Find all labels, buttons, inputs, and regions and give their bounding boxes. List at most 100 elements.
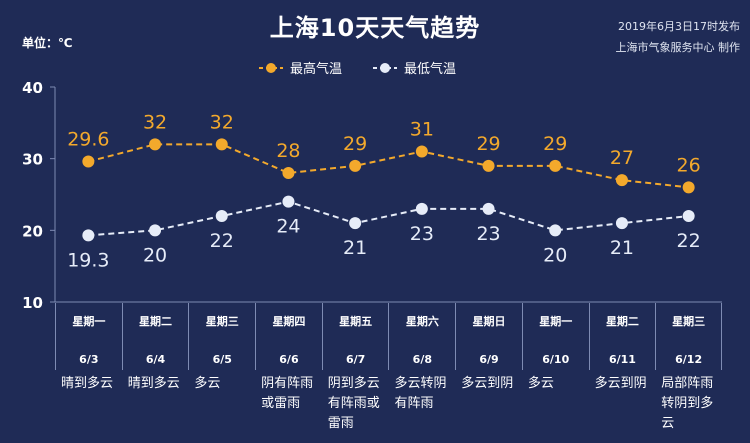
low-temp-point: [415, 202, 428, 215]
day-cell: 星期五 6/7: [321, 303, 389, 370]
high-temp-label: 31: [410, 119, 434, 141]
day-cell: 星期四 6/6: [255, 303, 322, 370]
low-temp-point: [349, 217, 362, 230]
day-cell: 星期二 6/11: [588, 303, 656, 370]
day-cell: 星期六 6/8: [388, 303, 455, 370]
low-temp-label: 23: [476, 223, 500, 245]
high-temp-point: [682, 181, 695, 194]
day-condition: 多云到阴: [461, 376, 514, 391]
day-cell: 星期二 6/4: [121, 303, 189, 370]
low-temp-label: 21: [343, 237, 367, 259]
y-tick-label: 30: [22, 151, 43, 169]
low-temp-point: [549, 224, 562, 237]
day-date: 6/9: [479, 353, 499, 366]
high-temp-label: 32: [143, 111, 167, 133]
high-temp-label: 29: [476, 133, 500, 155]
day-cell: 星期三 6/5: [188, 303, 255, 370]
high-temp-point: [549, 159, 562, 172]
high-temp-point: [149, 138, 162, 151]
low-temp-label: 23: [410, 223, 434, 245]
day-weekday: 星期三: [672, 315, 706, 328]
day-cell: 星期日 6/9: [455, 303, 522, 370]
high-temp-label: 26: [677, 154, 701, 176]
low-temp-point: [215, 210, 228, 222]
low-temp-point: [682, 210, 695, 222]
day-table: 星期一 6/3 星期二 6/4 星期三 6/5 星期四 6/6 星期五 6/7 星期六 6/8 星期日 6…: [55, 303, 722, 370]
day-weekday: 星期二: [139, 315, 173, 328]
low-temp-label: 20: [143, 244, 167, 266]
high-temp-label: 29: [543, 133, 567, 155]
low-temp-point: [615, 217, 628, 230]
day-date: 6/4: [145, 353, 166, 366]
day-date: 6/6: [279, 353, 299, 366]
y-tick-label: 40: [22, 79, 43, 97]
high-temp-point: [282, 167, 295, 179]
y-tick-label: 20: [22, 222, 43, 240]
high-temp-point: [349, 159, 362, 172]
day-weekday: 星期四: [272, 315, 306, 328]
low-temp-label: 19.3: [67, 249, 109, 271]
day-weekday: 星期六: [405, 315, 439, 328]
day-date: 6/12: [675, 353, 703, 366]
low-temp-line: [88, 200, 689, 237]
day-date: 6/11: [608, 353, 636, 366]
legend-high-marker: [259, 62, 283, 73]
day-weekday: 星期三: [205, 315, 239, 328]
day-condition: 晴到多云: [61, 376, 114, 391]
day-condition: 多云: [194, 376, 221, 391]
issue-time: 2019年6月3日17时发布: [618, 20, 740, 33]
high-temp-label: 32: [210, 111, 234, 133]
unit-label: 单位：℃: [22, 36, 73, 50]
day-weekday: 星期五: [339, 315, 373, 328]
low-temp-label: 24: [276, 216, 300, 238]
day-weekday: 星期一: [72, 315, 106, 328]
high-temp-label: 29: [343, 133, 367, 155]
low-temp-label: 21: [610, 237, 634, 259]
day-date: 6/10: [542, 353, 570, 366]
day-cell: 星期三 6/12: [655, 303, 722, 370]
condition-row: 晴到多云 晴到多云 多云 阴有阵雨或雷雨 阴到多云有阵雨或雷雨 多云转阴有阵雨 多云到阴 多云…: [55, 374, 722, 434]
day-condition: 晴到多云: [127, 376, 180, 391]
high-temp-label: 28: [276, 140, 300, 162]
day-condition: 多云到阴: [594, 376, 647, 391]
day-condition: 阴有阵雨或雷雨: [261, 376, 314, 411]
day-weekday: 星期日: [472, 315, 506, 328]
day-date: 6/8: [412, 353, 432, 366]
issue-info: 2019年6月3日17时发布 上海市气象服务中心 制作: [616, 16, 741, 58]
legend-item-low: 最低气温: [372, 58, 456, 77]
low-temp-point: [82, 229, 95, 242]
high-temp-line: [88, 143, 689, 189]
legend-low-label: 最低气温: [404, 62, 457, 77]
legend-high-label: 最高气温: [290, 62, 343, 77]
high-temp-label: 27: [610, 147, 634, 169]
low-temp-label: 22: [210, 230, 234, 252]
high-temp-point: [482, 159, 495, 172]
high-temp-label: 29.6: [67, 129, 109, 151]
high-temp-point: [215, 138, 228, 151]
high-temp-point: [415, 145, 428, 158]
day-weekday: 星期一: [539, 315, 573, 328]
low-temp-label: 22: [677, 230, 701, 252]
day-condition: 多云转阴有阵雨: [394, 376, 447, 411]
low-temp-point: [482, 202, 495, 215]
legend-item-high: 最高气温: [258, 58, 342, 77]
y-tick-label: 10: [22, 294, 43, 312]
day-weekday: 星期二: [605, 315, 639, 328]
chart-legend: 最高气温 最低气温: [258, 58, 456, 77]
day-condition: 局部阵雨转阴到多云: [661, 376, 714, 431]
high-temp-point: [615, 174, 628, 187]
day-date: 6/5: [212, 353, 232, 366]
page-title: 上海10天天气趋势: [269, 14, 481, 42]
day-condition: 阴到多云有阵雨或雷雨: [327, 376, 380, 431]
day-cell: 星期一 6/3: [55, 303, 122, 370]
legend-low-marker: [373, 62, 398, 73]
low-temp-point: [282, 195, 295, 208]
day-condition: 多云: [527, 376, 554, 391]
high-temp-point: [82, 155, 95, 168]
issuer: 上海市气象服务中心 制作: [615, 41, 741, 54]
day-cell: 星期一 6/10: [521, 303, 589, 370]
low-temp-point: [149, 224, 162, 237]
low-temp-label: 20: [543, 244, 567, 266]
day-date: 6/3: [79, 353, 99, 366]
